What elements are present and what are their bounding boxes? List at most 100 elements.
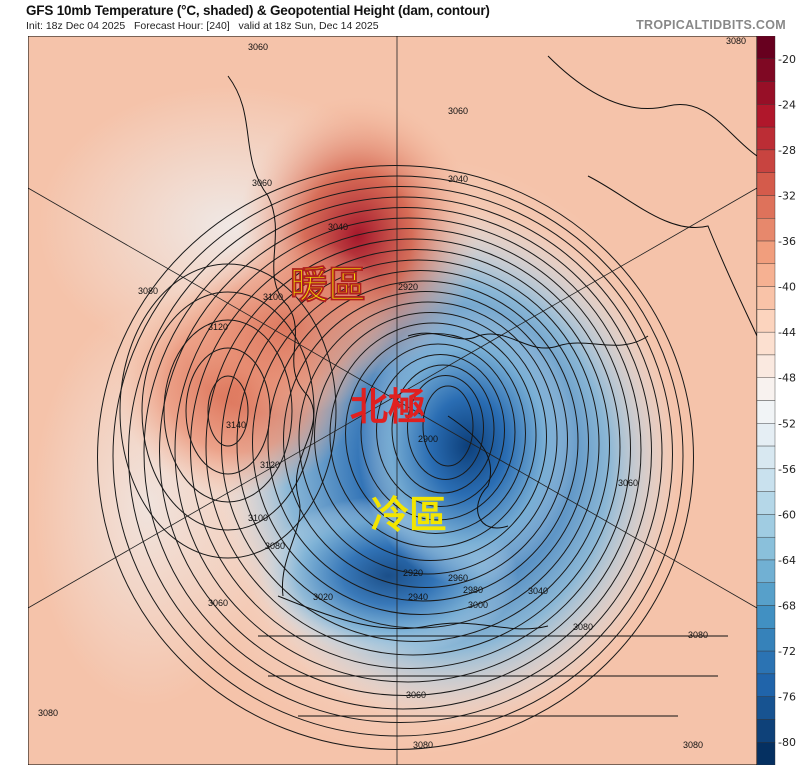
- contour-label: 3100: [248, 513, 268, 523]
- contour-label: 3060: [248, 42, 268, 52]
- contour-line: [407, 375, 484, 480]
- colorbar-tick-label: -40: [778, 281, 796, 294]
- colorbar-tick-label: -64: [778, 554, 796, 567]
- run-info: Init: 18z Dec 04 2025 Forecast Hour: [24…: [26, 20, 379, 32]
- colorbar-tick-label: -76: [778, 691, 796, 704]
- contour-line: [283, 291, 568, 588]
- contour-line: [119, 263, 337, 559]
- contour-label: 3080: [688, 630, 708, 640]
- contour-line: [329, 322, 537, 548]
- north-pole-label: 北極: [350, 385, 426, 429]
- contour-label: 2920: [403, 568, 423, 578]
- contour-line: [185, 347, 271, 475]
- contour-label: 3080: [413, 740, 433, 750]
- colorbar-segment: [757, 218, 776, 242]
- contour-label: 2980: [463, 585, 483, 595]
- valid-time: valid at 18z Sun, Dec 14 2025: [238, 20, 379, 32]
- contour-line: [128, 186, 673, 723]
- contour-label: 3120: [260, 460, 280, 470]
- colorbar-segment: [757, 309, 776, 333]
- colorbar-segment: [757, 696, 776, 720]
- contour-line: [143, 196, 663, 710]
- colorbar-segment: [757, 58, 776, 82]
- contour-label: 3080: [38, 708, 58, 718]
- colorbar-segment: [757, 491, 776, 515]
- contour-line: [112, 175, 684, 737]
- colorbar-tick-label: -44: [778, 326, 796, 339]
- colorbar-tick-label: -24: [778, 98, 796, 111]
- contour-label: 3060: [208, 598, 228, 608]
- contour-label: 3080: [683, 740, 703, 750]
- colorbar-segment: [757, 559, 776, 583]
- coastlines: [227, 55, 757, 717]
- colorbar-segment: [757, 536, 776, 561]
- colorbar-tick-label: -72: [778, 645, 796, 658]
- colorbar-segment: [757, 719, 776, 743]
- colorbar-tick-label: -28: [778, 144, 796, 157]
- colorbar-tick-label: -56: [778, 463, 796, 476]
- colorbar-segment: [757, 240, 776, 265]
- contour-label: 3080: [265, 541, 285, 551]
- colorbar-segment: [757, 195, 776, 219]
- contour-line: [252, 270, 589, 615]
- contour-line: [376, 354, 505, 507]
- cold-region-label: 冷區: [371, 493, 447, 537]
- colorbar-segment: [757, 423, 776, 447]
- colorbar-tick-label: -60: [778, 508, 796, 521]
- contour-line: [422, 385, 474, 467]
- init-time: Init: 18z Dec 04 2025: [26, 20, 126, 32]
- contour-label: 3140: [226, 420, 246, 430]
- colorbar-segment: [757, 673, 776, 697]
- colorbar-segment: [757, 400, 776, 424]
- contour-label: 3120: [208, 322, 228, 332]
- colorbar-segment: [757, 628, 776, 652]
- contour-label: 2900: [418, 434, 438, 444]
- contour-label: 3060: [252, 178, 272, 188]
- colorbar-tick-label: -52: [778, 417, 796, 430]
- chart-title: GFS 10mb Temperature (°C, shaded) & Geop…: [26, 3, 490, 18]
- colorbar-segment: [757, 36, 776, 59]
- colorbar-segment: [757, 514, 776, 538]
- colorbar-segment: [757, 126, 776, 151]
- contour-line: [174, 217, 642, 683]
- height-contours: [97, 165, 694, 750]
- contour-line: [314, 312, 547, 561]
- contour-line: [267, 280, 579, 602]
- contour-line: [97, 165, 694, 750]
- contour-label: 3040: [528, 586, 548, 596]
- colorbar-segment: [757, 650, 776, 675]
- temperature-colorbar: -20 -24 -28 -32 -36 -40 -44 -48 -52 -56 -60 -64 -68 -…: [757, 36, 796, 765]
- colorbar-segment: [757, 331, 776, 356]
- colorbar-segment: [757, 742, 776, 765]
- colorbar-segment: [757, 582, 776, 606]
- contour-label: 3040: [448, 174, 468, 184]
- contour-label: 3000: [468, 600, 488, 610]
- colorbar-segment: [757, 605, 776, 629]
- colorbar-segment: [757, 149, 776, 173]
- contour-label: 3060: [618, 478, 638, 488]
- colorbar-segment: [757, 172, 776, 196]
- annotations: 暖區 北極 冷區: [290, 263, 447, 537]
- colorbar-segment: [757, 263, 776, 287]
- contour-line: [190, 228, 631, 669]
- contour-label: 3060: [448, 106, 468, 116]
- colorbar-segment: [757, 286, 776, 310]
- contour-label: 2960: [448, 573, 468, 583]
- colorbar-tick-label: -36: [778, 235, 796, 248]
- colorbar-segment: [757, 354, 776, 378]
- colorbar-segment: [757, 445, 776, 470]
- contour-label: 3100: [263, 292, 283, 302]
- brand-watermark: TROPICALTIDBITS.COM: [636, 18, 786, 32]
- colorbar-segment: [757, 468, 776, 492]
- colorbar-segment: [757, 104, 776, 128]
- contour-line: [360, 343, 516, 521]
- contour-label: 3020: [313, 592, 333, 602]
- contour-label: 3080: [138, 286, 158, 296]
- contour-label: 3080: [573, 622, 593, 632]
- contour-line: [298, 301, 558, 575]
- contour-line: [141, 291, 315, 531]
- colorbar-segment: [757, 377, 776, 401]
- colorbar-tick-label: -20: [778, 53, 796, 66]
- contour-line: [391, 364, 495, 494]
- contour-line: [207, 375, 249, 447]
